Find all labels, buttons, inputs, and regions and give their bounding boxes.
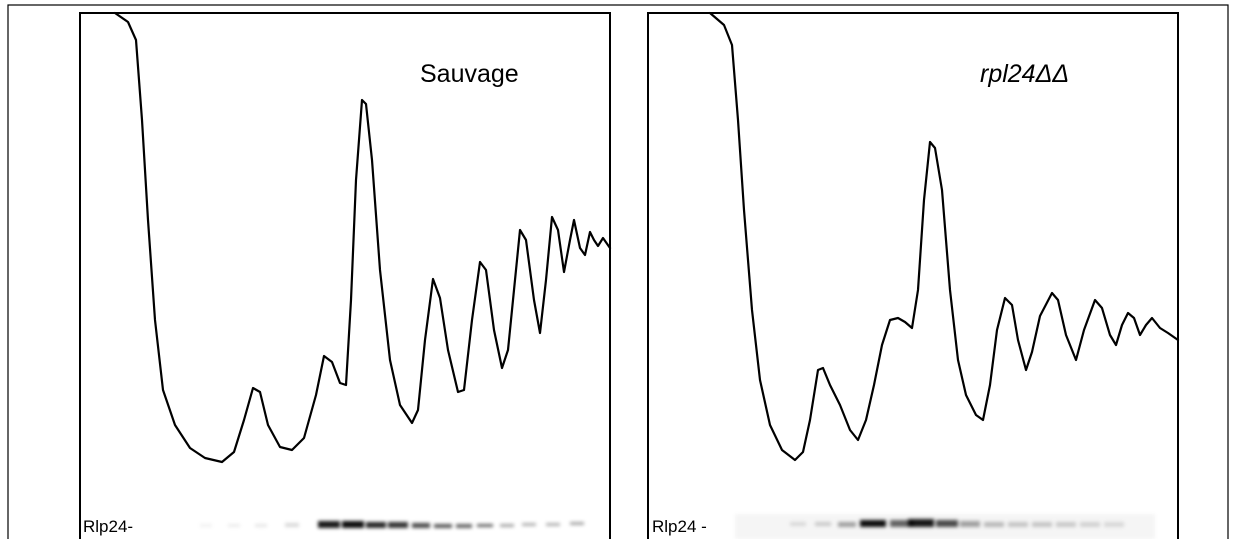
western-blot <box>200 514 1155 539</box>
panel-frame <box>647 12 1179 539</box>
blot-label: Rlp24 - <box>652 517 707 536</box>
panel-title: rpl24ΔΔ <box>980 60 1069 88</box>
profile-curve <box>708 11 1180 462</box>
panel-title: Sauvage <box>420 60 519 88</box>
panel-frame <box>79 12 611 539</box>
outer-frame <box>7 4 1229 539</box>
profile-curve <box>113 11 612 464</box>
blot-label: Rlp24- <box>83 517 133 536</box>
